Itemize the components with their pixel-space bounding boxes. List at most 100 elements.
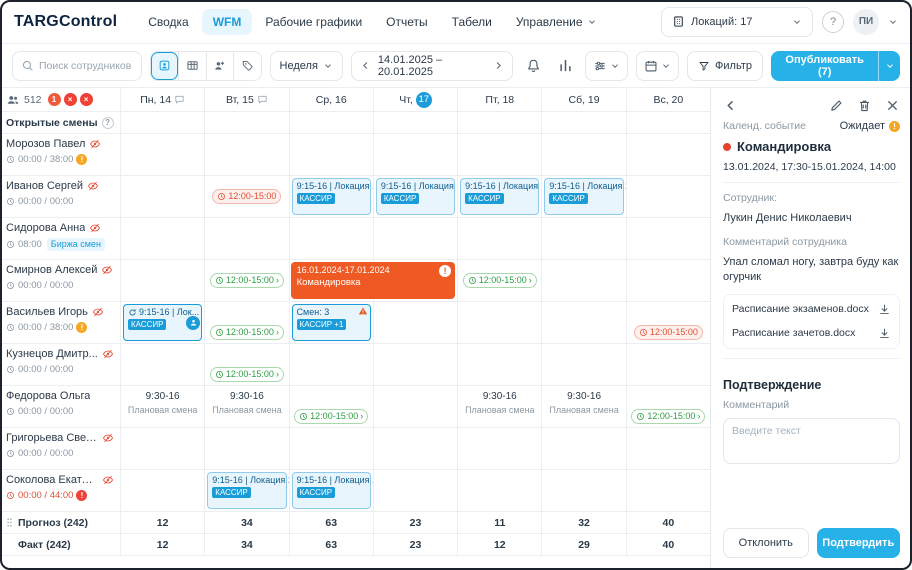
schedule-cell[interactable] <box>625 218 710 259</box>
shift-card[interactable]: 9:15-16 | Локация 1 КАССИР <box>291 178 373 215</box>
schedule-cell[interactable]: 9:30-16 Плановая смена <box>204 386 288 427</box>
summary-label[interactable]: Факт (242) <box>18 538 71 551</box>
confirmation-comment-input[interactable] <box>723 417 900 464</box>
schedule-cell[interactable] <box>625 260 710 301</box>
user-menu-button[interactable] <box>888 17 898 27</box>
shift-card[interactable]: 9:15-16 | Локация 1 КАССИР <box>207 472 289 509</box>
schedule-cell[interactable] <box>120 428 204 469</box>
schedule-cell[interactable]: 9:30-16 Плановая смена <box>541 386 625 427</box>
planned-shift-card[interactable]: 9:30-16 Плановая смена <box>465 391 535 415</box>
open-shift-cell[interactable] <box>288 112 373 133</box>
open-shift-cell[interactable] <box>372 112 457 133</box>
open-shift-cell[interactable] <box>204 112 288 133</box>
schedule-cell[interactable] <box>288 134 373 175</box>
availability-pill[interactable]: 12:00-15:00 › <box>462 273 537 288</box>
open-shift-cell[interactable] <box>625 112 710 133</box>
tags-button[interactable] <box>233 51 261 80</box>
back-button[interactable] <box>723 98 738 113</box>
notifications-button[interactable] <box>521 51 545 81</box>
schedule-cell[interactable] <box>204 218 288 259</box>
shift-card[interactable]: 9:15-16 | Лок... КАССИР <box>123 304 203 341</box>
schedule-cell[interactable] <box>204 428 288 469</box>
schedule-cell[interactable] <box>541 302 625 343</box>
nav-item-2[interactable]: Рабочие графики <box>254 9 373 35</box>
employees-view-button[interactable] <box>151 51 179 80</box>
search-input[interactable] <box>39 59 133 72</box>
reject-button[interactable]: Отклонить <box>723 528 809 558</box>
schedule-cell[interactable] <box>288 260 373 301</box>
schedule-cell[interactable] <box>120 218 204 259</box>
schedule-cell[interactable] <box>120 344 204 385</box>
schedule-cell[interactable] <box>204 134 288 175</box>
schedule-cell[interactable]: 9:30-16 Плановая смена <box>120 386 204 427</box>
day-header-0[interactable]: Пн, 14 <box>120 88 204 111</box>
schedule-cell[interactable]: 12:00-15:00 › <box>204 302 288 343</box>
schedule-cell[interactable] <box>120 470 204 511</box>
statistics-button[interactable] <box>553 51 577 81</box>
schedule-cell[interactable]: 9:30-16 Плановая смена <box>457 386 541 427</box>
shift-card[interactable]: 9:15-16 | Локация 1 КАССИР <box>544 178 626 215</box>
nav-item-1[interactable]: WFM <box>201 8 253 35</box>
approve-button[interactable]: Подтвердить <box>816 528 900 558</box>
availability-pill[interactable]: 12:00-15:00 <box>633 325 703 340</box>
availability-pill[interactable]: 12:00-15:00 › <box>209 273 284 288</box>
schedule-cell[interactable] <box>457 134 541 175</box>
schedule-cell[interactable] <box>625 134 710 175</box>
close-panel-button[interactable] <box>885 98 900 113</box>
schedule-cell[interactable] <box>372 344 457 385</box>
shift-exchange-badge[interactable]: Биржа смен <box>46 238 105 251</box>
day-header-5[interactable]: Сб, 19 <box>541 88 625 111</box>
employee-info[interactable]: Смирнов Алексей 00:00 / 00:00 <box>0 260 120 301</box>
availability-pill[interactable]: 12:00-15:00 › <box>209 325 284 340</box>
shift-card[interactable]: Смен: 3 КАССИР +1 <box>291 304 371 341</box>
availability-pill[interactable]: 12:00-15:00 › <box>294 409 369 424</box>
schedule-cell[interactable] <box>372 386 457 427</box>
date-range-picker[interactable]: 14.01.2025 – 20.01.2025 <box>350 50 514 81</box>
nav-item-0[interactable]: Сводка <box>137 9 200 35</box>
open-shift-cell[interactable] <box>457 112 541 133</box>
shift-card[interactable]: 9:15-16 | Локация 1 КАССИР <box>460 178 541 215</box>
employee-info[interactable]: Иванов Сергей 00:00 / 00:00 <box>0 176 120 217</box>
day-header-1[interactable]: Вт, 15 <box>204 88 288 111</box>
availability-pill[interactable]: 12:00-15:00 <box>212 189 282 204</box>
prev-week-button[interactable] <box>360 60 371 71</box>
schedule-cell[interactable] <box>120 134 204 175</box>
user-avatar[interactable]: ПИ <box>853 8 879 35</box>
schedule-cell[interactable]: 9:15-16 | Локация 1 КАССИР <box>288 470 373 511</box>
schedule-cell[interactable] <box>372 134 457 175</box>
schedule-cell[interactable]: 9:15-16 | Локация 1 КАССИР <box>541 176 626 217</box>
schedule-cell[interactable]: 9:15-16 | Локация 1 КАССИР <box>372 176 457 217</box>
open-shift-cell[interactable] <box>541 112 625 133</box>
schedule-cell[interactable]: 9:15-16 | Локация 1 КАССИР <box>457 176 541 217</box>
search-box[interactable] <box>12 50 142 81</box>
schedule-cell[interactable]: 9:15-16 | Локация 1 КАССИР <box>204 470 289 511</box>
download-button[interactable] <box>878 327 891 340</box>
day-header-3[interactable]: Чт, 17 <box>372 88 457 111</box>
schedule-cell[interactable]: 12:00-15:00 › <box>625 386 710 427</box>
publish-button[interactable]: Опубликовать (7) <box>771 50 879 81</box>
file-item[interactable]: Расписание зачетов.docx <box>732 327 891 340</box>
help-button[interactable]: ? <box>822 10 844 33</box>
filter-button[interactable]: Фильтр <box>687 50 763 81</box>
schedule-cell[interactable]: 12:00-15:00 › <box>288 386 373 427</box>
edit-button[interactable] <box>829 98 844 113</box>
calendar-event-card[interactable]: 16.01.2024-17.01.2024 Командировка! <box>290 262 456 299</box>
schedule-cell[interactable] <box>288 428 373 469</box>
schedule-cell[interactable] <box>372 428 457 469</box>
schedule-cell[interactable] <box>457 470 541 511</box>
schedule-cell[interactable]: 12:00-15:00 › <box>204 260 288 301</box>
schedule-cell[interactable] <box>120 176 204 217</box>
schedule-cell[interactable]: 12:00-15:00 <box>204 176 288 217</box>
schedule-cell[interactable]: 12:00-15:00 › <box>204 344 288 385</box>
publish-dropdown-button[interactable] <box>878 50 900 81</box>
schedule-cell[interactable] <box>625 470 710 511</box>
schedule-cell[interactable] <box>625 428 710 469</box>
calendar-view-button[interactable] <box>636 50 680 81</box>
planned-shift-card[interactable]: 9:30-16 Плановая смена <box>549 391 619 415</box>
schedule-cell[interactable]: 12:00-15:00 <box>625 302 710 343</box>
schedule-cell[interactable] <box>457 302 541 343</box>
summary-label[interactable]: Прогноз (242) <box>0 512 120 533</box>
delete-button[interactable] <box>857 98 872 113</box>
schedule-cell[interactable]: 9:15-16 | Лок... КАССИР <box>120 302 204 343</box>
schedule-cell[interactable] <box>372 302 457 343</box>
